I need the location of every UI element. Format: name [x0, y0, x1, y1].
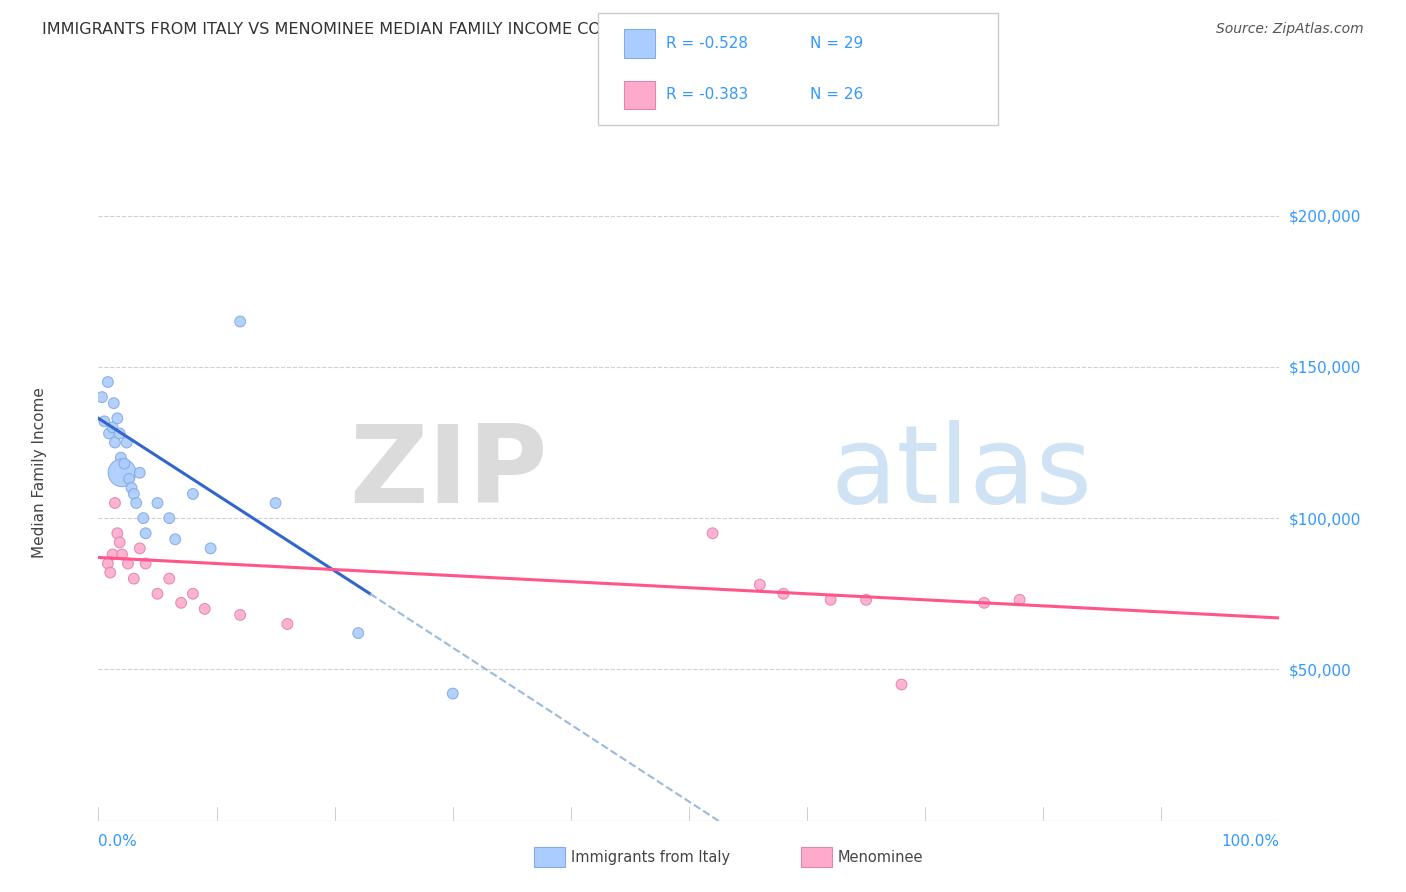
Point	[112, 457, 135, 471]
Point	[132, 511, 155, 525]
Point	[973, 596, 995, 610]
Point	[104, 435, 127, 450]
Point	[101, 548, 124, 562]
Point	[115, 435, 138, 450]
Point	[229, 314, 252, 328]
Point	[157, 511, 180, 525]
Point	[702, 526, 724, 541]
Point	[772, 587, 794, 601]
Text: N = 29: N = 29	[810, 36, 863, 51]
Text: 100.0%: 100.0%	[1222, 834, 1279, 849]
Text: 0.0%: 0.0%	[98, 834, 138, 849]
Point	[128, 541, 150, 556]
Point	[118, 472, 141, 486]
Point	[108, 426, 131, 441]
Point	[146, 587, 169, 601]
Point	[105, 411, 128, 425]
Point	[347, 626, 370, 640]
Point	[181, 587, 204, 601]
Text: R = -0.528: R = -0.528	[666, 36, 748, 51]
Point	[108, 535, 131, 549]
Point	[264, 496, 287, 510]
Point	[181, 487, 204, 501]
Point	[135, 526, 157, 541]
Point	[165, 533, 187, 547]
Point	[121, 481, 143, 495]
Point	[146, 496, 169, 510]
Point	[157, 572, 180, 586]
Point	[890, 677, 912, 691]
Point	[117, 557, 139, 571]
Point	[135, 557, 157, 571]
Text: Source: ZipAtlas.com: Source: ZipAtlas.com	[1216, 22, 1364, 37]
Text: Menominee: Menominee	[838, 850, 924, 864]
Point	[194, 602, 217, 616]
Point	[748, 577, 770, 591]
Point	[170, 596, 193, 610]
Text: N = 26: N = 26	[810, 87, 863, 103]
Text: ZIP: ZIP	[349, 420, 547, 525]
Point	[104, 496, 127, 510]
Point	[98, 426, 121, 441]
Point	[200, 541, 222, 556]
Text: IMMIGRANTS FROM ITALY VS MENOMINEE MEDIAN FAMILY INCOME CORRELATION CHART: IMMIGRANTS FROM ITALY VS MENOMINEE MEDIA…	[42, 22, 751, 37]
Point	[98, 566, 121, 580]
Point	[110, 450, 132, 465]
Text: Immigrants from Italy: Immigrants from Italy	[571, 850, 730, 864]
Point	[97, 375, 120, 389]
Point	[103, 396, 125, 410]
Point	[111, 466, 134, 480]
Point	[441, 687, 464, 701]
Point	[125, 496, 148, 510]
Point	[122, 572, 145, 586]
Point	[97, 557, 120, 571]
Point	[276, 617, 298, 632]
Point	[122, 487, 145, 501]
Point	[855, 592, 877, 607]
Text: R = -0.383: R = -0.383	[666, 87, 748, 103]
Point	[111, 548, 134, 562]
Point	[101, 420, 124, 434]
Point	[93, 414, 115, 428]
Text: Median Family Income: Median Family Income	[32, 387, 46, 558]
Point	[820, 592, 842, 607]
Text: atlas: atlas	[831, 420, 1092, 525]
Point	[105, 526, 128, 541]
Point	[91, 390, 114, 404]
Point	[128, 466, 150, 480]
Point	[229, 607, 252, 622]
Point	[1008, 592, 1031, 607]
